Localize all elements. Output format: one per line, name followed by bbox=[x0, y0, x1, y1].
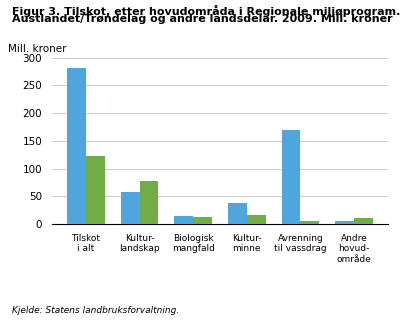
Bar bbox=[86, 156, 105, 224]
Bar bbox=[174, 216, 193, 224]
Bar bbox=[67, 68, 86, 224]
Bar bbox=[300, 221, 319, 224]
Text: Mill. kroner: Mill. kroner bbox=[8, 44, 67, 54]
Bar bbox=[247, 215, 266, 224]
Text: Figur 3. Tilskot, etter hovudområda i Regionale miljøprogram.: Figur 3. Tilskot, etter hovudområda i Re… bbox=[12, 5, 400, 17]
Bar bbox=[121, 192, 140, 224]
Bar bbox=[228, 203, 247, 224]
Legend: Austlandet/Trøndelag, Andre landsdelar: Austlandet/Trøndelag, Andre landsdelar bbox=[14, 316, 286, 320]
Bar bbox=[335, 221, 354, 224]
Bar bbox=[193, 217, 212, 224]
Bar bbox=[282, 130, 300, 224]
Bar bbox=[354, 218, 373, 224]
Bar bbox=[140, 181, 158, 224]
Text: Kjelde: Statens landbruksforvaltning.: Kjelde: Statens landbruksforvaltning. bbox=[12, 306, 179, 315]
Text: Austlandet/Trøndelag og andre landsdelar. 2009. Mill. kroner: Austlandet/Trøndelag og andre landsdelar… bbox=[12, 14, 393, 24]
